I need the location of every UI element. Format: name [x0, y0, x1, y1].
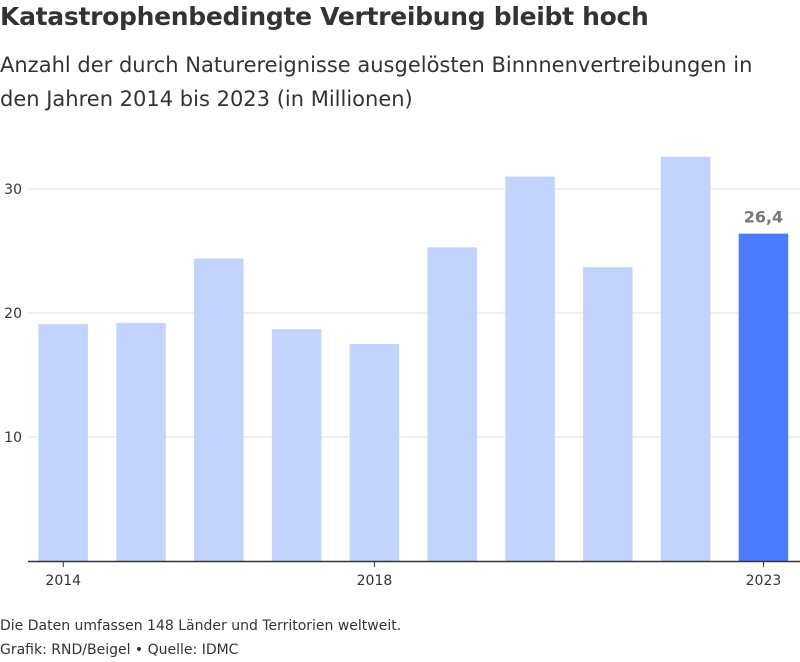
axes	[28, 560, 800, 567]
bar-2021	[583, 267, 633, 561]
bar-2016	[194, 258, 244, 561]
bar-2017	[271, 329, 322, 561]
bar-2023	[738, 233, 789, 561]
bar-2020	[505, 176, 555, 561]
bars	[38, 156, 789, 561]
bar-2019	[427, 247, 477, 561]
data-label: 26,4	[744, 208, 783, 227]
x-tick-label: 2014	[45, 573, 81, 589]
x-tick-label: 2018	[357, 573, 393, 589]
labels: 10 20 30 2014 2018 2023 26,4	[4, 182, 783, 589]
chart-subtitle: Anzahl der durch Naturereignisse ausgelö…	[0, 53, 753, 111]
bar-2018	[349, 344, 400, 561]
bar-2022	[660, 156, 711, 561]
bar-2015	[116, 322, 166, 561]
x-tick-label: 2023	[746, 573, 782, 589]
source-credit: Grafik: RND/Beigel • Quelle: IDMC	[0, 642, 239, 658]
bar-chart: 10 20 30 2014 2018 2023 26,4	[4, 156, 800, 589]
footnote: Die Daten umfassen 148 Länder und Territ…	[0, 618, 402, 634]
y-tick-label: 10	[4, 430, 22, 446]
bar-2014	[38, 324, 88, 561]
y-tick-label: 30	[4, 182, 22, 198]
y-tick-label: 20	[4, 306, 22, 322]
chart-title: Katastrophenbedingte Vertreibung bleibt …	[0, 2, 649, 31]
